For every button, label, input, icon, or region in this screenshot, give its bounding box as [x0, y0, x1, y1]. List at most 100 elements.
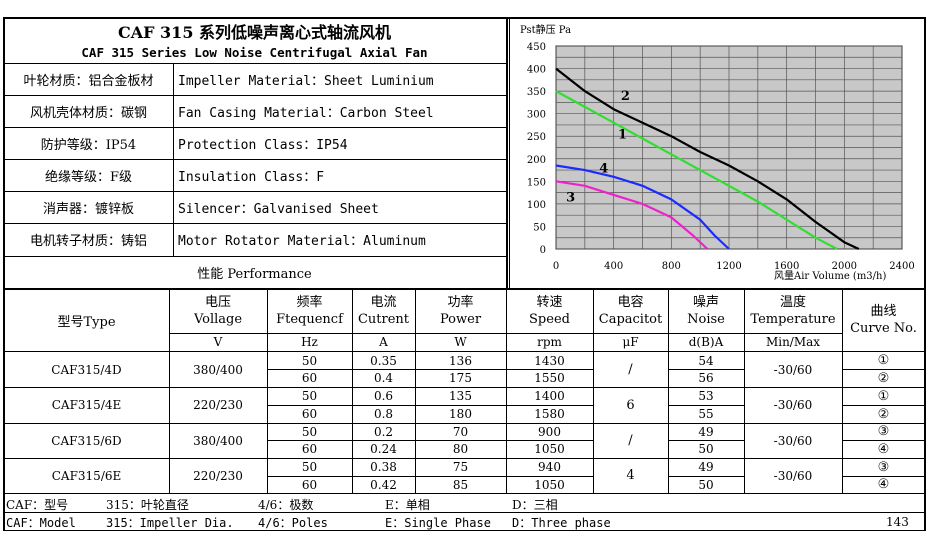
y-tick-label: 450: [527, 42, 546, 53]
cell-power: 85: [452, 477, 469, 492]
x-tick-label: 400: [604, 261, 623, 272]
header-en: Curve No.: [850, 321, 917, 336]
cell-curve: ④: [877, 477, 890, 492]
cell-freq: 50: [301, 460, 318, 474]
cell-power: 180: [449, 407, 472, 421]
cell-power: 135: [449, 389, 472, 403]
x-tick-label: 800: [662, 261, 681, 272]
series-line-3: [555, 180, 709, 250]
rule: [668, 405, 744, 406]
cell-current: 0.6: [373, 389, 394, 403]
rule: [3, 423, 926, 424]
rule: [3, 351, 926, 352]
cell-curve: ②: [877, 406, 890, 422]
footer-en-single: E：Single Phase: [385, 515, 491, 530]
header-unit: μF: [622, 335, 639, 349]
spec-en: Motor Rotator Material：Aluminum: [178, 234, 426, 249]
cell-noise: 54: [698, 353, 714, 368]
y-tick-label: 200: [527, 155, 546, 166]
header-unit: A: [379, 335, 388, 349]
cell-noise: 49: [698, 424, 714, 439]
cell-noise: 56: [698, 371, 714, 385]
model-type: CAF315/4D: [51, 362, 122, 377]
header-cell: 转速 Speed: [506, 289, 593, 333]
cell-speed: 940: [538, 460, 561, 474]
spec-cn: 防护等级：IP54: [40, 138, 137, 153]
rule: [267, 405, 593, 406]
title-cn: CAF 315 系列低噪声离心式轴流风机: [117, 23, 392, 42]
cell-speed: 1400: [534, 389, 565, 403]
cell-speed: 1430: [534, 353, 565, 368]
series-line-2: [555, 67, 860, 250]
x-tick-label: 2400: [889, 261, 914, 272]
rule: [3, 530, 926, 531]
rule: [924, 17, 926, 531]
rule: [3, 95, 507, 96]
rule: [267, 288, 268, 493]
cell-current: 0.4: [373, 371, 394, 385]
spec-en: Insulation Class：F: [178, 170, 325, 185]
cell-curve: ④: [877, 441, 890, 457]
cell-power: 80: [452, 442, 469, 456]
header-unit: V: [213, 335, 223, 349]
rule: [593, 288, 594, 493]
y-tick-label: 150: [527, 177, 546, 188]
rule: [267, 369, 593, 370]
footer-cn-dia: 315：叶轮直径: [106, 497, 189, 512]
header-cn: 电容: [617, 295, 644, 310]
cell-noise: 49: [698, 460, 714, 474]
x-tick-label: 2000: [832, 261, 857, 272]
rule: [744, 288, 745, 493]
series-line-4: [555, 164, 730, 250]
cell-current: 0.2: [373, 424, 394, 439]
curve-label: 3: [566, 191, 575, 206]
header-cn: 电流: [370, 295, 397, 310]
rule: [267, 476, 593, 477]
title-en: CAF 315 Series Low Noise Centrifugal Axi…: [81, 44, 428, 60]
cell-curve: ③: [877, 424, 890, 439]
y-axis-label: Pst静压 Pa: [520, 23, 571, 36]
cell-noise: 53: [698, 389, 714, 403]
y-tick-label: 0: [540, 245, 546, 256]
header-cell: 电流 Cutrent: [352, 289, 415, 333]
header-cn: 转速: [536, 295, 563, 310]
rule: [3, 159, 507, 160]
model-voltage: 220/230: [193, 398, 243, 412]
header-unit: rpm: [537, 335, 562, 349]
model-capacitor: /: [628, 362, 633, 377]
header-type: 型号Type: [57, 314, 116, 330]
cell-noise: 50: [698, 477, 714, 492]
rule: [169, 288, 170, 493]
footer-cn-model: CAF：型号: [6, 497, 69, 512]
cell-freq: 60: [301, 442, 318, 456]
rule: [842, 369, 925, 370]
header-cell: 电压 Vollage: [169, 289, 267, 333]
header-cn: 功率: [447, 295, 474, 310]
rule: [842, 405, 925, 406]
model-capacitor: /: [628, 433, 633, 448]
header-curve: 曲线 Curve No.: [842, 289, 925, 351]
model-capacitor: 6: [626, 397, 635, 413]
header-en: Noise: [687, 312, 725, 327]
cell-speed: 1050: [534, 442, 565, 456]
cell-freq: 50: [301, 353, 318, 368]
rule: [668, 288, 669, 493]
rule: [3, 127, 507, 128]
rule: [668, 369, 744, 370]
rule: [415, 288, 416, 493]
cell-current: 0.35: [370, 353, 397, 368]
model-voltage: 380/400: [193, 362, 243, 377]
cell-freq: 50: [301, 389, 318, 403]
cell-freq: 60: [301, 407, 318, 421]
spec-en: Silencer：Galvanised Sheet: [178, 202, 379, 217]
rule: [668, 476, 744, 477]
series-line-1: [555, 90, 838, 250]
x-tick-label: 1200: [716, 261, 741, 272]
model-voltage: 220/230: [193, 468, 243, 483]
spec-en: Impeller Material：Sheet Luminium: [178, 74, 434, 89]
header-unit: Min/Max: [765, 335, 821, 349]
spec-en: Protection Class：IP54: [178, 138, 348, 153]
spec-cn: 消声器：镀锌板: [42, 202, 134, 217]
rule: [3, 512, 926, 513]
cell-freq: 60: [301, 371, 318, 385]
